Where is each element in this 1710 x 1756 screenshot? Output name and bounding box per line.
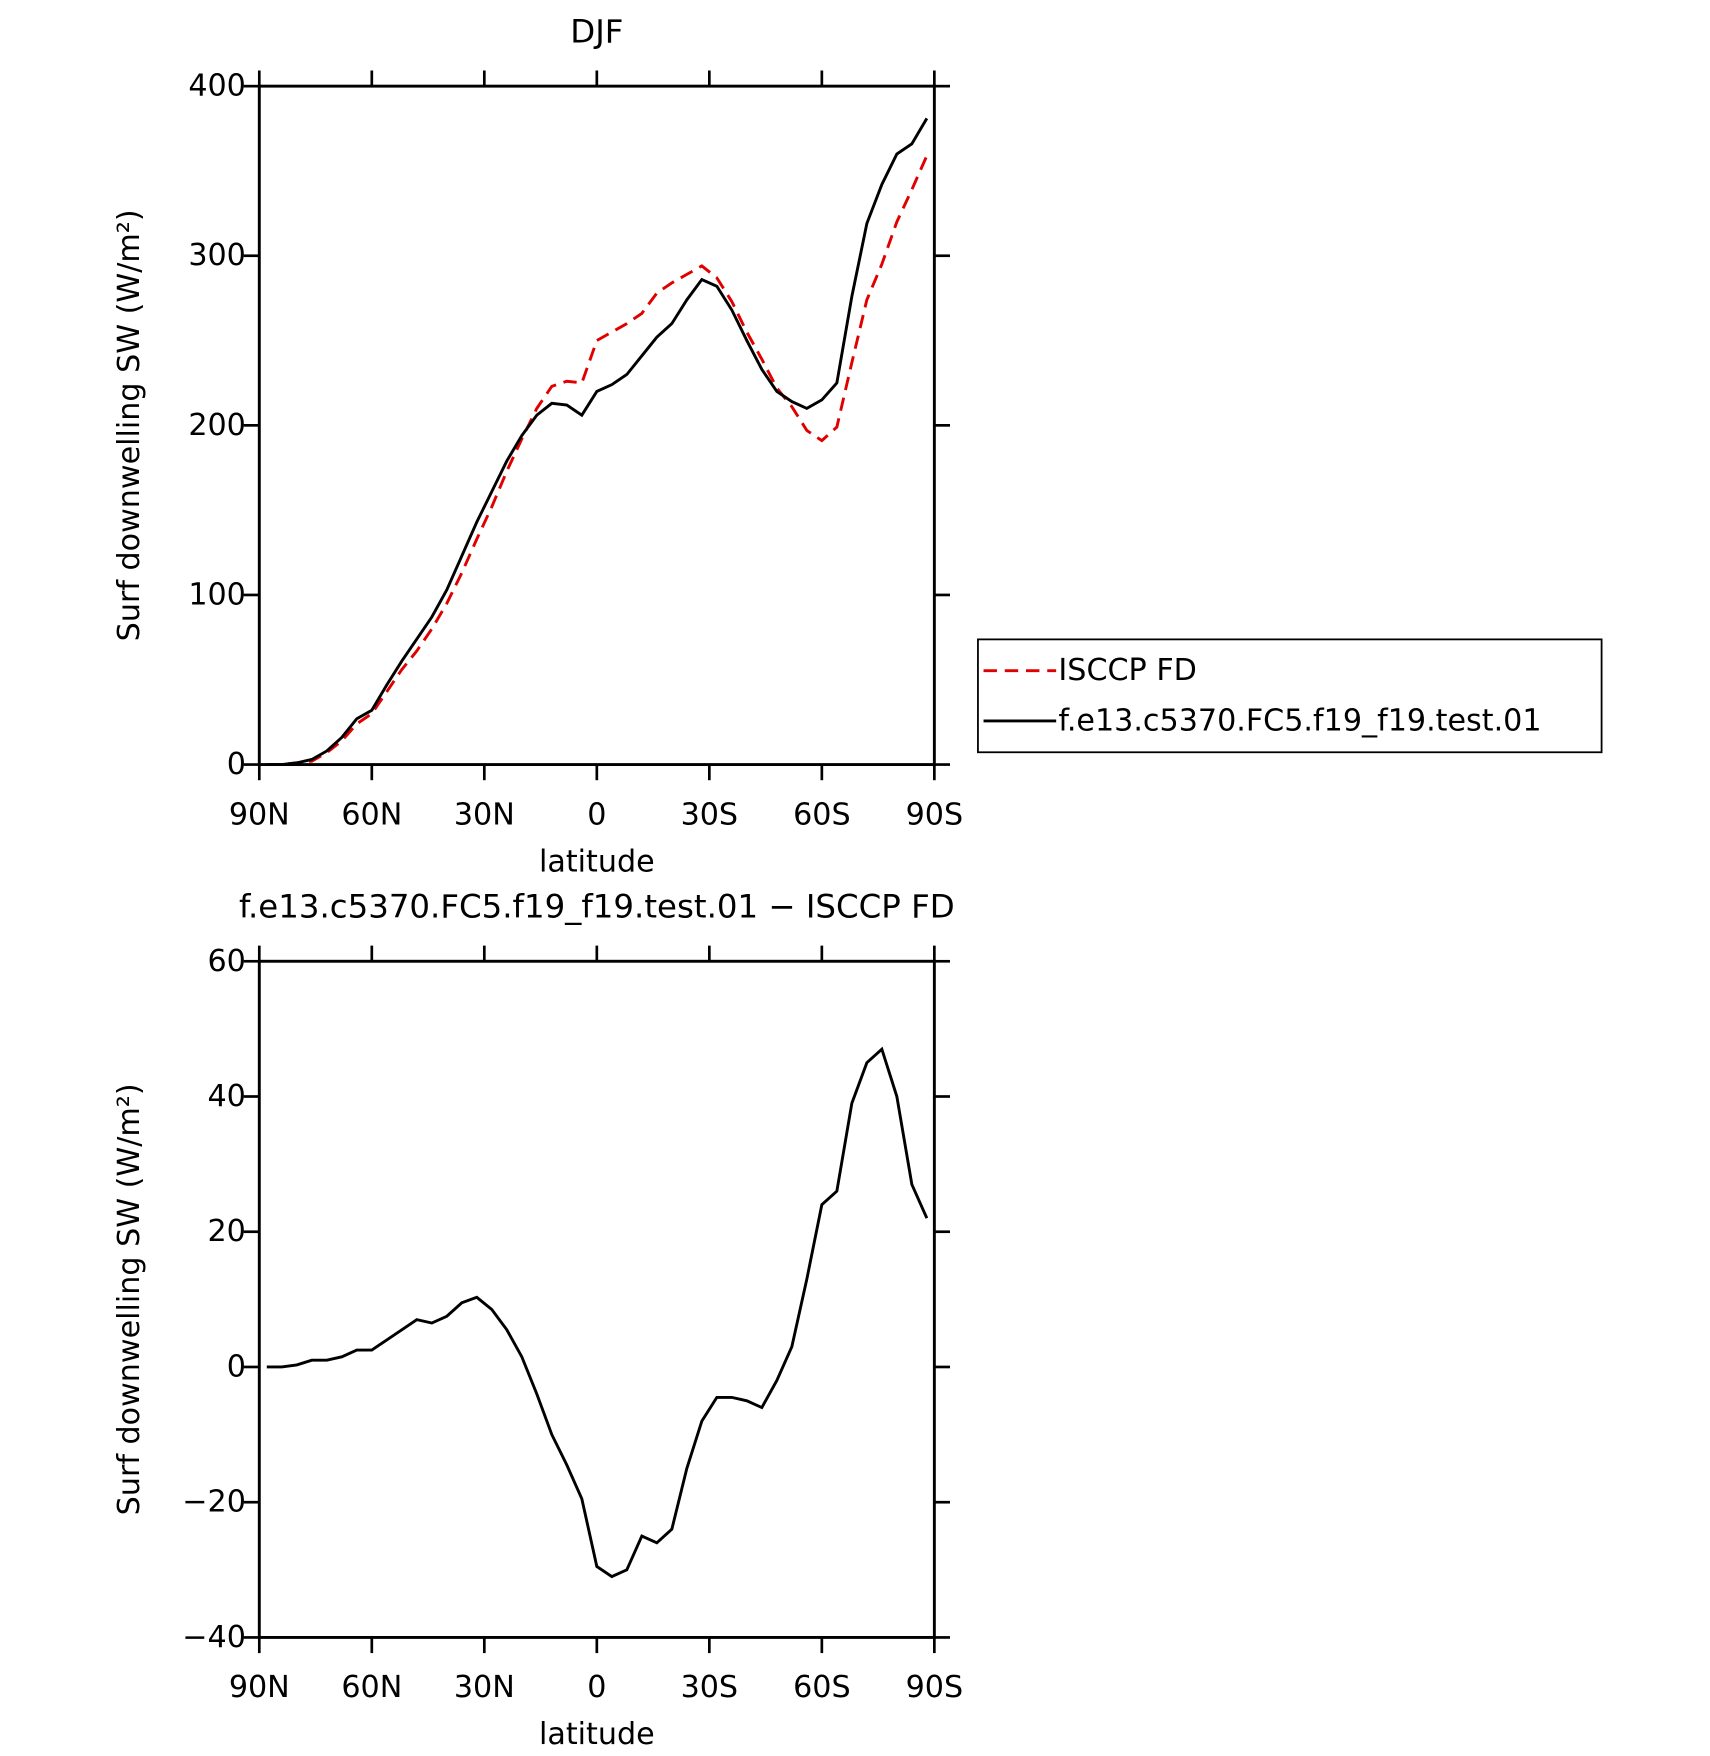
data-line xyxy=(266,155,929,767)
x-tick-label: 90S xyxy=(906,797,964,832)
y-tick-label: 0 xyxy=(227,747,246,782)
x-axis-label: latitude xyxy=(539,844,655,879)
legend-label: f.e13.c5370.FC5.f19_f19.test.01 xyxy=(1058,703,1541,738)
x-tick-label: 60S xyxy=(793,1670,851,1705)
y-tick-label: 300 xyxy=(188,238,246,273)
x-tick-label: 0 xyxy=(587,797,606,832)
y-tick-label: 60 xyxy=(208,944,246,979)
x-tick-label: 90N xyxy=(229,1670,290,1705)
x-tick-label: 30N xyxy=(454,797,515,832)
data-line xyxy=(266,117,929,767)
y-tick-label: 400 xyxy=(188,69,246,104)
plot-frame xyxy=(257,84,936,767)
x-tick-label: 30N xyxy=(454,1670,515,1705)
y-tick-label: 20 xyxy=(208,1214,246,1249)
y-tick-label: 0 xyxy=(227,1349,246,1384)
x-axis-label: latitude xyxy=(539,1717,655,1752)
x-tick-label: 90N xyxy=(229,797,290,832)
data-line xyxy=(266,1046,929,1579)
x-tick-label: 30S xyxy=(681,797,739,832)
y-tick-label: 200 xyxy=(188,408,246,443)
y-tick-label: 100 xyxy=(188,577,246,612)
x-tick-label: 0 xyxy=(587,1670,606,1705)
x-tick-label: 60N xyxy=(341,1670,402,1705)
legend-label: ISCCP FD xyxy=(1058,653,1197,688)
y-tick-label: 40 xyxy=(208,1079,246,1114)
y-tick-label: −20 xyxy=(182,1485,246,1520)
x-tick-label: 60N xyxy=(341,797,402,832)
chart-title: DJF xyxy=(570,12,623,50)
y-axis-label: Surf downwelling SW (W/m²) xyxy=(112,209,147,641)
y-tick-label: −40 xyxy=(182,1620,246,1655)
y-axis-label: Surf downwelling SW (W/m²) xyxy=(112,1083,147,1515)
x-tick-label: 60S xyxy=(793,797,851,832)
x-tick-label: 30S xyxy=(681,1670,739,1705)
legend-box xyxy=(977,638,1603,754)
chart-title: f.e13.c5370.FC5.f19_f19.test.01 − ISCCP … xyxy=(239,887,955,925)
plot-frame xyxy=(257,959,936,1639)
x-tick-label: 90S xyxy=(906,1670,964,1705)
